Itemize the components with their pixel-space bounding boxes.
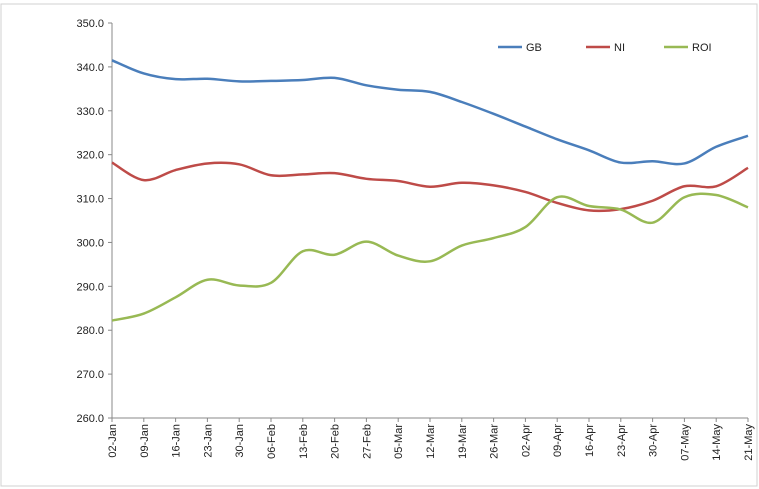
x-tick-label: 14-May — [711, 424, 723, 461]
y-tick-label: 270.0 — [76, 369, 104, 381]
y-tick-label: 290.0 — [76, 281, 104, 293]
y-tick-label: 300.0 — [76, 237, 104, 249]
x-tick-label: 30-Jan — [234, 424, 246, 458]
x-tick-label: 05-Mar — [393, 424, 405, 459]
y-tick-label: 320.0 — [76, 150, 104, 162]
x-tick-label: 16-Jan — [171, 424, 183, 458]
y-tick-label: 310.0 — [76, 194, 104, 206]
chart-frame — [0, 3, 758, 487]
x-tick-label: 09-Jan — [139, 424, 151, 458]
legend-label: GB — [526, 42, 542, 54]
y-tick-label: 350.0 — [76, 18, 104, 30]
x-tick-label: 09-Apr — [552, 424, 564, 457]
x-tick-label: 02-Jan — [107, 424, 119, 458]
x-tick-label: 26-Mar — [489, 424, 501, 459]
x-tick-label: 07-May — [679, 424, 691, 461]
line-series — [111, 161, 749, 213]
x-tick-label: 02-Apr — [520, 424, 532, 457]
x-tick-label: 12-Mar — [425, 424, 437, 459]
x-tick-label: 23-Apr — [616, 424, 628, 457]
x-tick-label: 13-Feb — [298, 424, 310, 459]
y-tick-label: 280.0 — [76, 325, 104, 337]
x-tick-label: 30-Apr — [648, 424, 660, 457]
x-tick-label: 27-Feb — [361, 424, 373, 459]
y-tick-label: 260.0 — [76, 413, 104, 425]
y-tick-label: 340.0 — [76, 62, 104, 74]
legend-label: ROI — [692, 42, 712, 54]
x-tick-label: 19-Mar — [457, 424, 469, 459]
x-tick-label: 20-Feb — [330, 424, 342, 459]
line-series — [111, 192, 749, 322]
x-tick-label: 06-Feb — [266, 424, 278, 459]
legend-label: NI — [614, 42, 625, 54]
x-tick-label: 16-Apr — [584, 424, 596, 457]
x-tick-label: 21-May — [743, 424, 755, 461]
y-tick-label: 330.0 — [76, 106, 104, 118]
line-series — [111, 59, 749, 166]
x-tick-label: 23-Jan — [202, 424, 214, 458]
